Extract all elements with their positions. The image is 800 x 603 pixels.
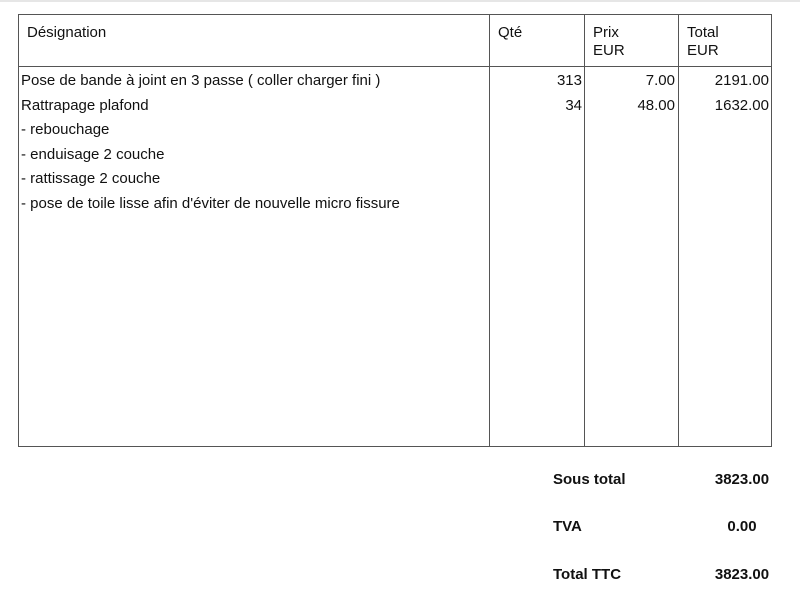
table-row: - pose de toile lisse afin d'éviter de n… [19,195,771,220]
column-divider [584,15,585,446]
sous-total-label: Sous total [553,471,626,488]
sous-total-value: 3823.00 [714,471,770,488]
cell-qte: 34 [565,96,582,114]
cell-designation: Pose de bande à joint en 3 passe ( colle… [21,72,381,89]
table-row: - enduisage 2 couche [19,146,771,171]
cell-qte: 313 [556,72,582,89]
table-row: - rattissage 2 couche [19,170,771,195]
cell-designation: Rattrapage plafond [21,96,149,114]
cell-designation: - pose de toile lisse afin d'éviter de n… [21,194,400,212]
table-row: Rattrapage plafond 34 48.00 1632.00 [19,97,771,122]
column-divider [489,15,490,446]
header-prix: Prix EUR [593,24,625,60]
total-ttc-label: Total TTC [553,566,622,583]
cell-prix: 48.00 [637,96,675,114]
tva-value: 0.00 [727,518,757,535]
header-total-line2: EUR [687,42,719,59]
header-divider [19,66,771,67]
top-divider [0,0,800,2]
column-divider [678,15,679,446]
header-designation: Désignation [27,24,107,41]
cell-designation: - rebouchage [21,121,110,138]
table-row: - rebouchage [19,121,771,146]
header-total: Total EUR [687,24,719,60]
header-prix-line2: EUR [593,42,625,59]
total-ttc-value: 3823.00 [714,566,770,583]
table-row: Pose de bande à joint en 3 passe ( colle… [19,72,771,97]
header-qte: Qté [498,24,523,41]
tva-label: TVA [553,518,582,535]
cell-total: 1632.00 [714,96,769,114]
invoice-table: Désignation Qté Prix EUR Total EUR Pose de… [18,14,772,447]
cell-designation: - rattissage 2 couche [21,170,161,187]
header-total-line1: Total [687,24,719,41]
cell-designation: - enduisage 2 couche [21,145,165,163]
header-prix-line1: Prix [593,24,619,41]
cell-prix: 7.00 [645,72,675,89]
cell-total: 2191.00 [714,72,769,89]
